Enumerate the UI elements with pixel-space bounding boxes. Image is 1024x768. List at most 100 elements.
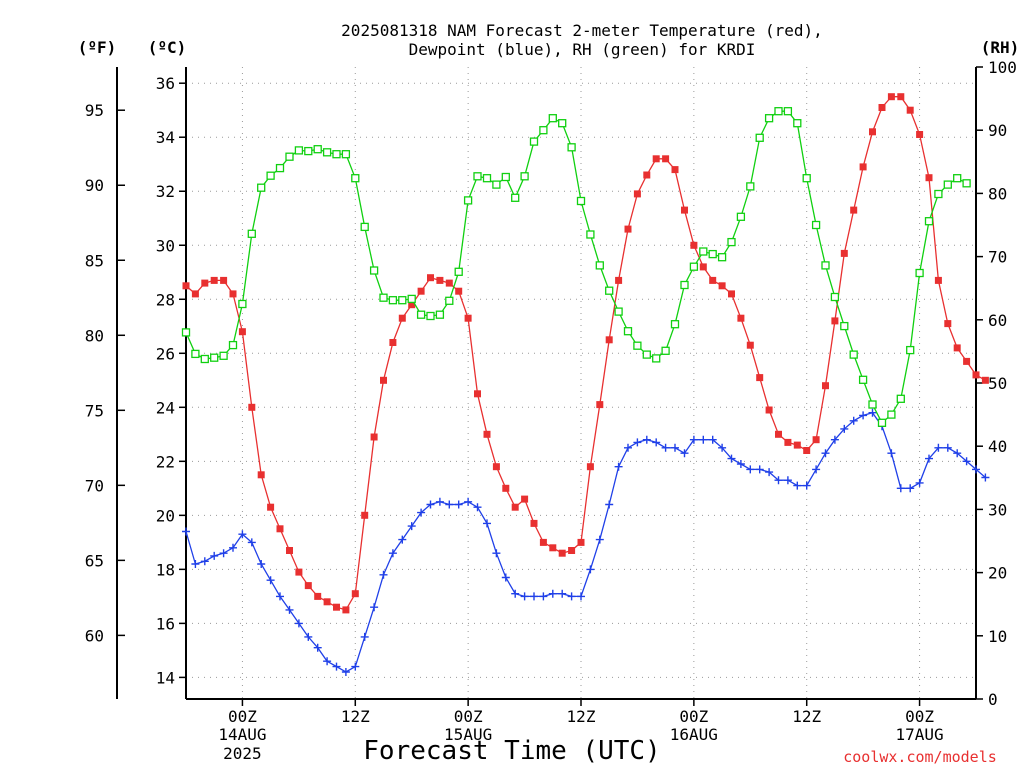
dewpoint-point (407, 522, 416, 531)
fahrenheit-tick-label: 95 (85, 101, 104, 120)
celsius-tick-label: 26 (156, 344, 175, 363)
rh-point (755, 133, 764, 142)
temperature-point (502, 484, 510, 492)
temperature-point (370, 433, 378, 441)
temperature-point (793, 441, 801, 449)
temperature-point (916, 131, 924, 138)
rh-point (482, 174, 492, 183)
rh-tick-label: 90 (988, 121, 1007, 140)
rh-point (191, 349, 200, 359)
rh-point (332, 150, 341, 159)
dewpoint-point (840, 424, 849, 433)
temperature-point (220, 276, 228, 284)
rh-point (906, 345, 915, 355)
rh-point (614, 307, 623, 316)
x-tick-label-date: 15AUG (444, 725, 492, 744)
rh-tick-label: 0 (988, 690, 998, 709)
x-tick-label-time: 00Z (679, 707, 708, 726)
rh-point (642, 350, 651, 359)
x-tick-label-year: 2025 (223, 744, 262, 763)
dewpoint-point (962, 457, 971, 466)
rh-point (238, 299, 247, 309)
temperature-point (709, 276, 717, 284)
rh-tick-label: 80 (988, 184, 1007, 203)
temperature-point (257, 471, 265, 479)
temperature-point (633, 190, 641, 198)
rh-tick-label: 50 (988, 374, 1007, 393)
rh-point (294, 146, 304, 155)
temperature-point (314, 592, 322, 600)
rh-point (360, 222, 369, 232)
rh-point (228, 340, 238, 350)
rh-point (793, 119, 802, 128)
temperature-point (690, 241, 698, 249)
dewpoint-point (755, 465, 764, 474)
dewpoint-point (464, 497, 473, 506)
temperature-point (248, 403, 256, 411)
rh-point (200, 354, 209, 364)
dewpoint-point (558, 589, 567, 598)
dewpoint-point (388, 549, 397, 558)
rh-point (943, 180, 952, 189)
rh-tick-label: 60 (988, 311, 1007, 330)
dewpoint-point (257, 560, 266, 568)
x-axis-label: Forecast Time (UTC) (363, 736, 660, 766)
temperature-point (756, 374, 764, 382)
fahrenheit-tick-label: 90 (85, 176, 104, 195)
dewpoint-point (323, 657, 332, 666)
dewpoint-point (830, 435, 839, 444)
temperature-point (728, 290, 735, 298)
dewpoint-point (398, 535, 407, 544)
rh-tick-label: 70 (988, 248, 1007, 267)
dewpoint-point (426, 500, 435, 509)
celsius-axis-label: (ºC) (148, 38, 187, 57)
temperature-point (840, 249, 848, 257)
temperature-point (539, 538, 547, 546)
x-tick-label-date: 14AUG (218, 725, 266, 744)
rh-point (454, 267, 463, 276)
rh-point (887, 410, 896, 419)
rh-point (924, 217, 934, 226)
temperature-point (643, 171, 651, 179)
dewpoint-point (699, 435, 708, 444)
dewpoint-point (736, 460, 745, 468)
temperature-point (182, 282, 190, 290)
rh-point (379, 293, 388, 302)
celsius-tick-label: 22 (156, 452, 175, 471)
dewpoint-point (671, 443, 679, 452)
rh-point (849, 350, 858, 359)
rh-point (670, 320, 680, 329)
rh-point (247, 229, 256, 238)
temperature-point (295, 568, 303, 576)
rh-point (322, 148, 332, 157)
rh-point (473, 172, 482, 181)
rh-point (501, 172, 510, 182)
temperature-point (887, 93, 895, 101)
dewpoint-point (765, 468, 774, 477)
rh-point (858, 375, 868, 384)
dewpoint-point (370, 603, 379, 612)
dewpoint-point (943, 443, 952, 452)
temperature-point (878, 104, 886, 111)
rh-point (680, 280, 689, 290)
dewpoint-point (266, 576, 275, 585)
temperature-point (577, 538, 585, 546)
x-tick-label-time: 00Z (228, 707, 257, 726)
temperature-point (267, 503, 275, 511)
dewpoint-point (981, 473, 990, 482)
dewpoint-point (718, 443, 727, 452)
rh-point (576, 196, 586, 206)
dewpoint-point (379, 570, 388, 579)
temperature-point (483, 430, 491, 438)
rh-series-line (185, 110, 967, 424)
dewpoint-point (210, 551, 219, 560)
temperature-point (201, 279, 209, 287)
temperature-point (549, 544, 557, 552)
rh-point (257, 183, 266, 192)
celsius-tick-label: 30 (156, 236, 175, 255)
temperature-point (361, 511, 369, 519)
dewpoint-point (247, 538, 256, 547)
rh-point (840, 321, 849, 331)
rh-point (727, 237, 736, 247)
temperature-point (474, 390, 481, 398)
